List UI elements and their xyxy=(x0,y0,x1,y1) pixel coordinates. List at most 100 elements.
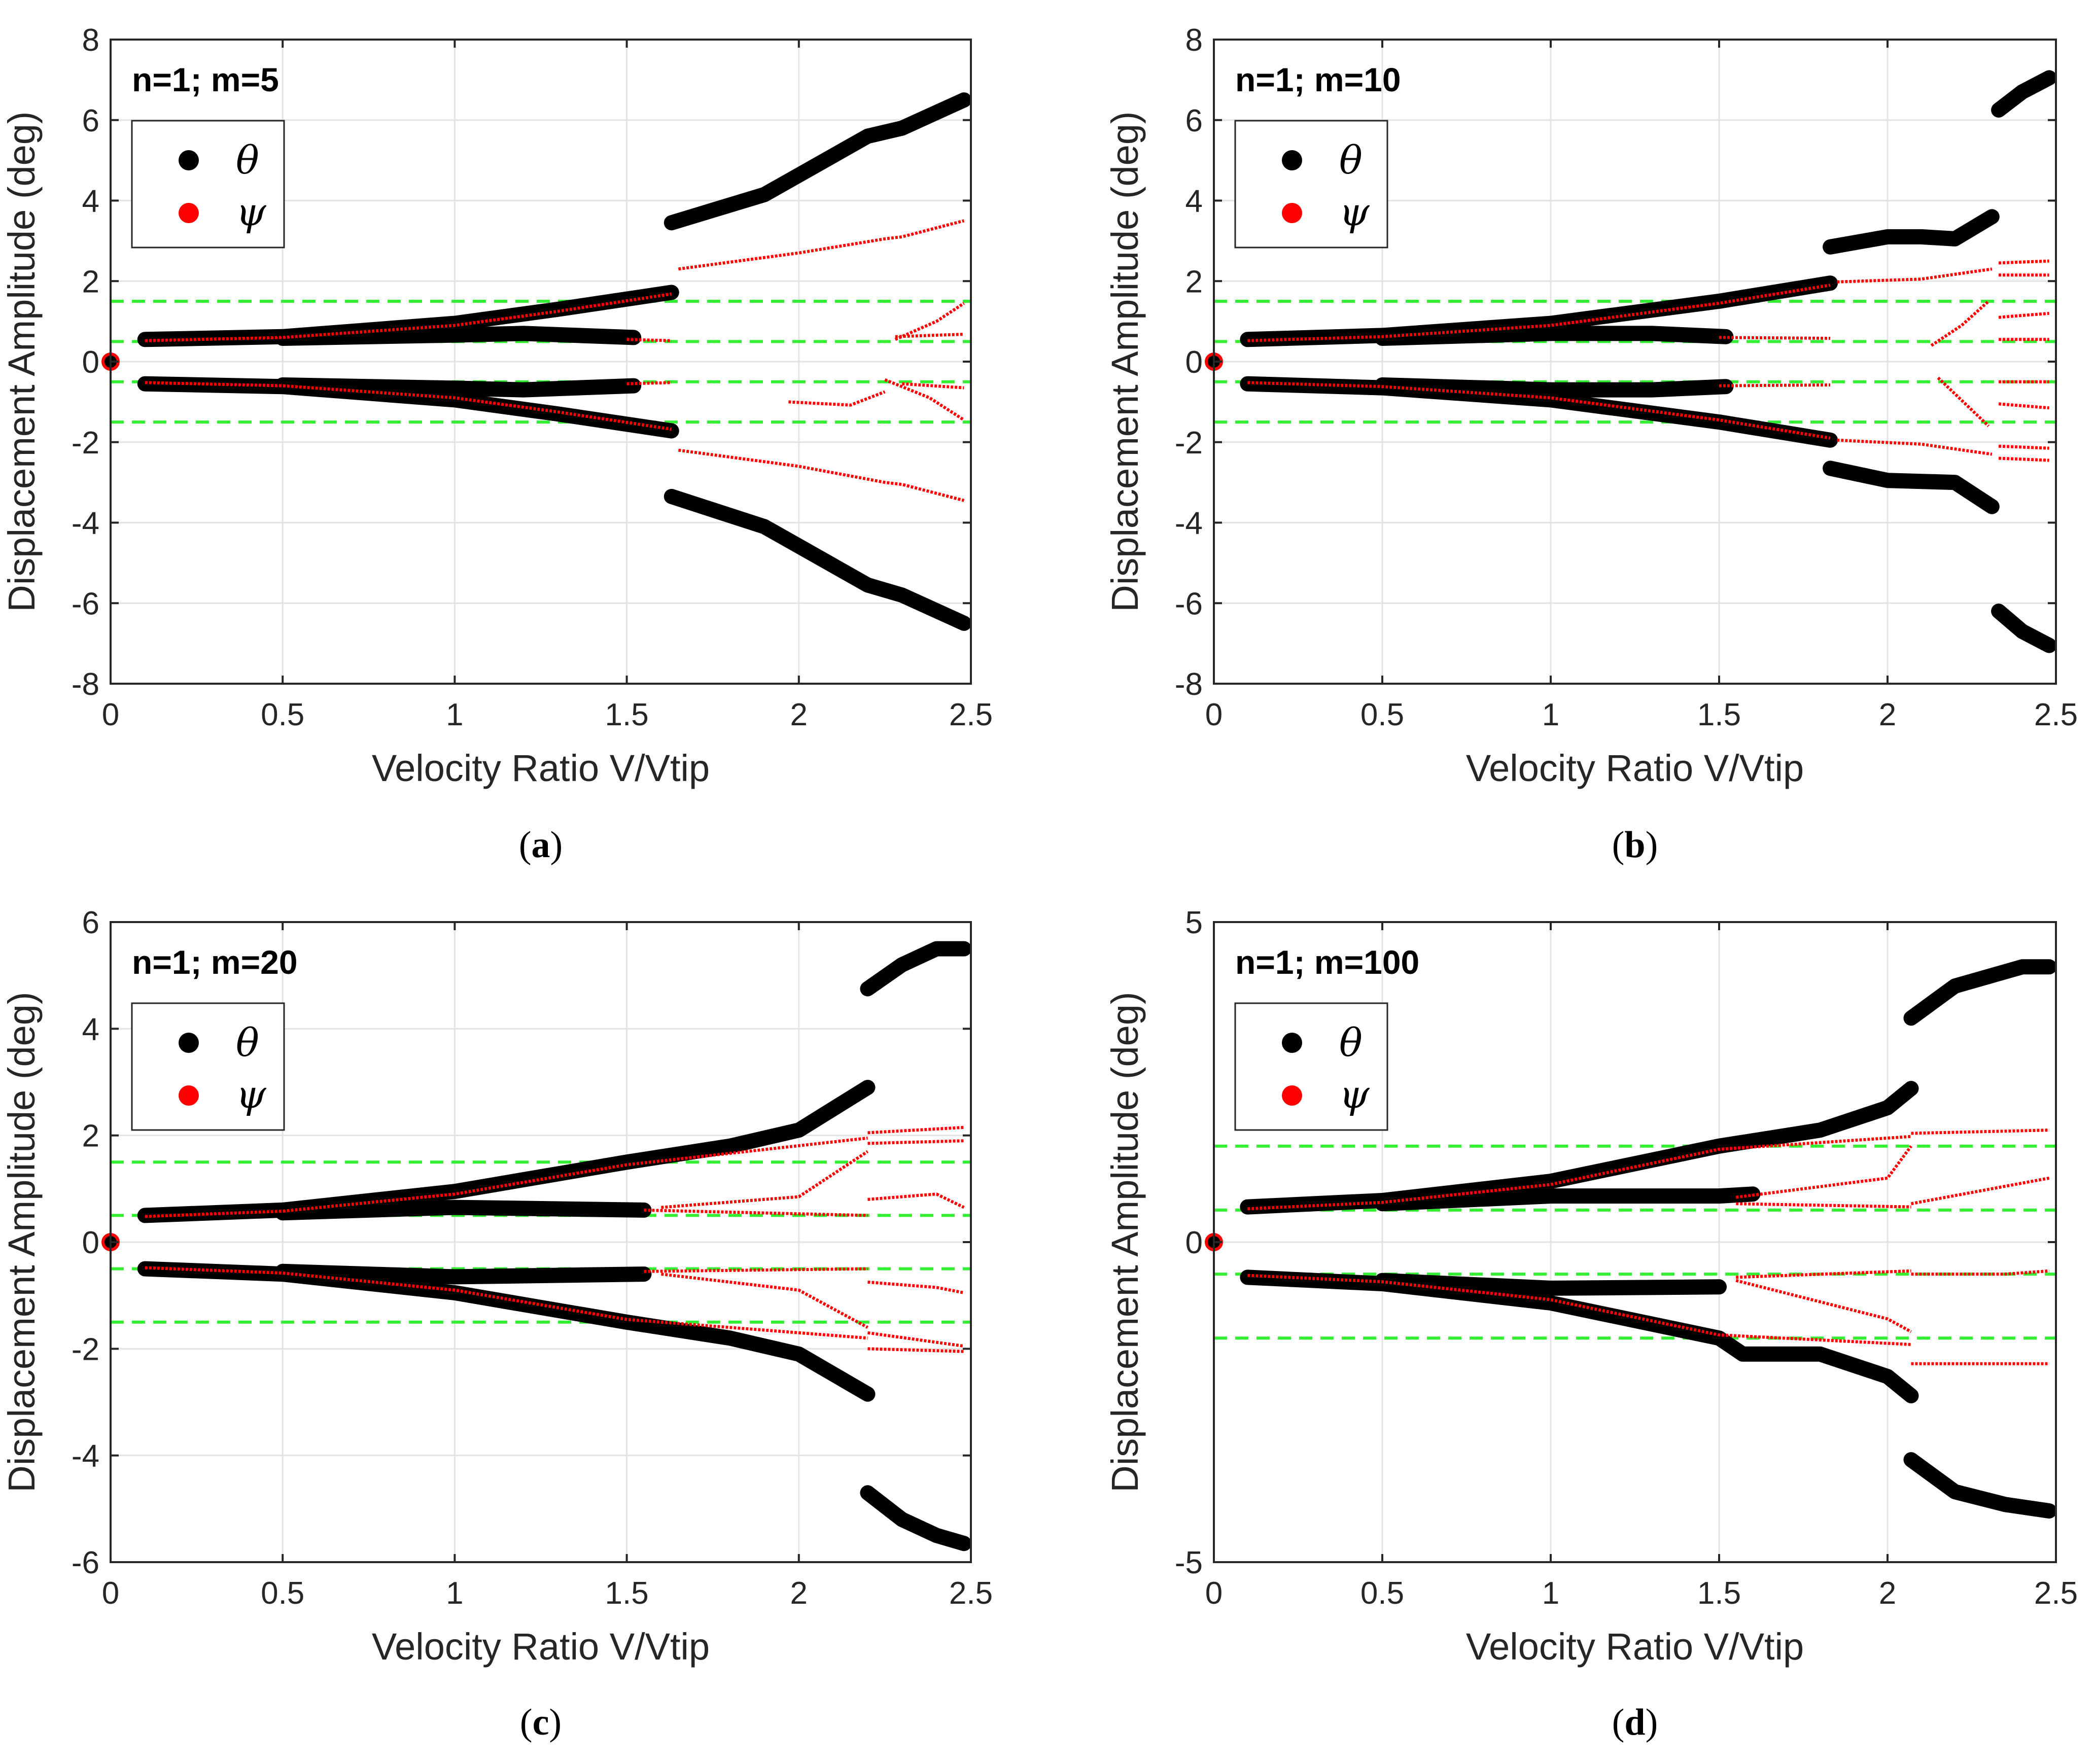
theta-series-segment xyxy=(275,1199,652,1221)
psi-series-segment xyxy=(1998,259,2049,265)
x-axis-label: Velocity Ratio V/Vtip xyxy=(372,1626,710,1668)
legend-psi-marker xyxy=(179,203,199,223)
x-tick-label: 2.5 xyxy=(2034,1576,2078,1611)
legend-theta-label: θ xyxy=(236,1020,259,1065)
psi-series-segment xyxy=(1736,1202,1911,1209)
psi-series-segment xyxy=(1910,1176,2050,1206)
psi-series-segment xyxy=(145,1136,868,1218)
legend-theta-label: θ xyxy=(236,137,259,183)
psi-series-segment xyxy=(1911,1128,2049,1135)
y-tick-label: 4 xyxy=(82,184,99,219)
legend-psi-label: ψ xyxy=(1339,189,1370,234)
grid xyxy=(111,40,971,684)
psi-series-segment xyxy=(644,1267,868,1273)
x-tick-label: 2 xyxy=(1879,697,1896,732)
x-tick-label: 0.5 xyxy=(1360,697,1404,732)
legend-psi-label: ψ xyxy=(236,1072,267,1117)
y-tick-label: 0 xyxy=(82,1225,99,1260)
x-tick-label: 0 xyxy=(1205,697,1223,732)
x-tick-label: 0.5 xyxy=(1360,1576,1404,1611)
y-tick-label: -4 xyxy=(72,506,99,541)
x-axis-label: Velocity Ratio V/Vtip xyxy=(1466,747,1804,789)
y-tick-label: -8 xyxy=(1175,667,1203,702)
y-tick-label: 6 xyxy=(82,103,99,138)
psi-series-segment xyxy=(788,390,886,407)
psi-series-segment xyxy=(895,333,964,338)
psi-series-segment xyxy=(1719,383,1831,387)
psi-series-segment xyxy=(1998,402,2049,410)
y-tick-label: -2 xyxy=(1175,426,1203,461)
theta-series-segment xyxy=(137,376,679,439)
grid xyxy=(111,922,971,1562)
psi-series-segment xyxy=(678,448,965,502)
x-tick-label: 0.5 xyxy=(261,697,304,732)
x-tick-label: 1.5 xyxy=(1697,697,1741,732)
psi-series-segment xyxy=(894,302,965,341)
legend-psi-label: ψ xyxy=(236,189,267,234)
legend: θψ xyxy=(1234,120,1388,249)
y-tick-label: 0 xyxy=(82,345,99,380)
y-tick-label: 2 xyxy=(1185,264,1203,299)
x-tick-label: 2 xyxy=(790,697,808,732)
psi-series-segment xyxy=(1735,1279,1912,1333)
psi-series-segment xyxy=(145,292,672,342)
psi-series-segment xyxy=(1837,438,1993,456)
chart-panel-a: 0 0.5 1 1.5 2 2.5 -8 -6 -4 -2 0 2 4 6 8 Velocity Ratio … xyxy=(1,23,993,866)
y-tick-label: -6 xyxy=(72,1545,99,1580)
legend-psi-marker xyxy=(1282,203,1302,223)
y-axis-label: Displacement Amplitude (deg) xyxy=(1,992,43,1492)
y-tick-label: 6 xyxy=(82,905,99,940)
y-tick-label: -2 xyxy=(72,426,99,461)
panel-title: n=1; m=5 xyxy=(132,61,279,98)
psi-series-segment xyxy=(1998,456,2049,462)
legend-box xyxy=(1234,1002,1388,1131)
panel-title: n=1; m=10 xyxy=(1235,61,1401,98)
x-axis-label: Velocity Ratio V/Vtip xyxy=(372,747,710,789)
legend: θψ xyxy=(131,120,285,249)
y-tick-label: 0 xyxy=(1185,345,1203,380)
psi-series-segment xyxy=(867,1192,965,1209)
psi-series-segment xyxy=(644,1208,868,1217)
x-tick-label: 1.5 xyxy=(605,1576,648,1611)
theta-series-segment xyxy=(1903,959,2057,1026)
y-axis-label: Displacement Amplitude (deg) xyxy=(1104,111,1146,612)
x-tick-label: 1 xyxy=(446,1576,463,1611)
psi-series-segment xyxy=(1247,381,1831,440)
theta-series-segment xyxy=(1991,604,2057,653)
theta-series-segment xyxy=(1903,1452,2057,1519)
y-tick-label: 4 xyxy=(82,1012,99,1047)
x-tick-label: 0 xyxy=(1205,1576,1223,1611)
panel-caption: (d) xyxy=(1612,1702,1658,1743)
psi-series-segment xyxy=(1247,1274,1911,1346)
x-axis-label: Velocity Ratio V/Vtip xyxy=(1466,1626,1804,1668)
grid xyxy=(1214,40,2056,684)
legend-theta-marker xyxy=(1282,1033,1302,1053)
y-tick-label: 2 xyxy=(82,264,99,299)
psi-series-segment xyxy=(626,381,672,385)
theta-series-segment xyxy=(664,488,972,631)
x-tick-label: 2 xyxy=(1879,1576,1896,1611)
y-tick-label: 2 xyxy=(82,1119,99,1154)
y-tick-label: 0 xyxy=(1185,1225,1203,1260)
y-axis-label: Displacement Amplitude (deg) xyxy=(1,111,43,612)
panel-title: n=1; m=100 xyxy=(1235,943,1419,981)
theta-series-segment xyxy=(1823,461,2000,514)
theta-series-segment xyxy=(1991,70,2057,118)
psi-series-segment xyxy=(1937,376,1990,428)
theta-series-segment xyxy=(275,377,642,398)
x-tick-label: 1.5 xyxy=(1697,1576,1741,1611)
legend: θψ xyxy=(1234,1002,1388,1131)
legend-psi-label: ψ xyxy=(1339,1072,1370,1117)
legend: θψ xyxy=(131,1002,285,1131)
y-tick-label: -2 xyxy=(72,1332,99,1367)
theta-series-segment xyxy=(275,326,642,346)
legend-theta-label: θ xyxy=(1339,1020,1363,1065)
psi-series-segment xyxy=(1837,267,1993,284)
psi-series-segment xyxy=(626,338,672,342)
theta-series-segment xyxy=(1375,1186,1761,1212)
psi-series-segment xyxy=(661,1273,868,1329)
theta-series-segment xyxy=(1375,326,1734,346)
x-tick-label: 1 xyxy=(446,697,463,732)
psi-series-segment xyxy=(1735,1145,1912,1199)
